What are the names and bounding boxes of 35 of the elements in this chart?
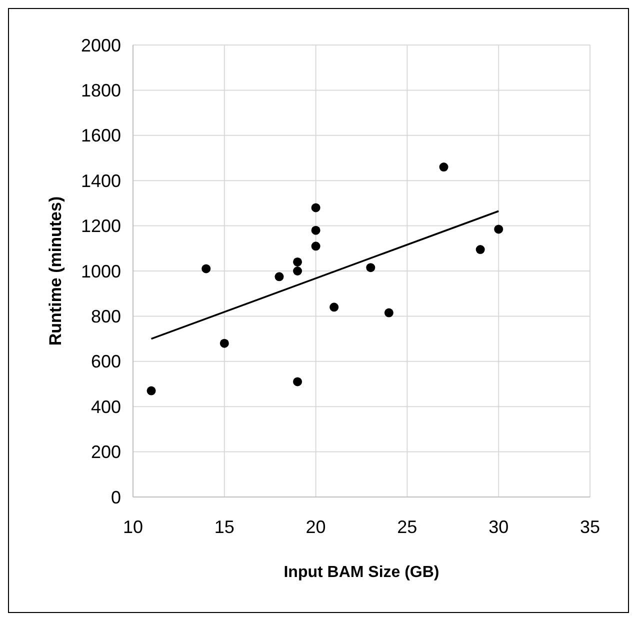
y-tick-label: 200	[90, 442, 121, 462]
x-tick-label: 10	[122, 517, 144, 537]
y-tick-label: 1000	[80, 261, 121, 282]
point	[384, 308, 394, 318]
y-tick-label: 1400	[80, 170, 121, 191]
point	[146, 386, 156, 396]
point	[494, 224, 504, 234]
point	[293, 377, 302, 386]
x-tick-label: 35	[580, 517, 600, 537]
y-tick-label: 1800	[80, 80, 121, 100]
point	[274, 272, 284, 282]
point	[366, 263, 376, 272]
x-tick-label: 25	[397, 517, 418, 537]
point	[476, 245, 485, 254]
point	[293, 257, 302, 266]
y-tick-label: 800	[90, 306, 121, 326]
y-tick-label: 0	[110, 487, 121, 508]
y-tick-label: 400	[90, 396, 121, 417]
point	[330, 302, 339, 312]
point	[439, 162, 448, 172]
y-tick-label: 1600	[80, 126, 121, 146]
x-tick-label: 15	[214, 517, 234, 537]
point	[311, 242, 320, 251]
point	[311, 226, 320, 235]
x-tick-label: 20	[306, 517, 326, 537]
point	[202, 264, 211, 274]
point	[293, 266, 302, 276]
x-axis-title: Input BAM Size (GB)	[284, 564, 440, 581]
y-axis-title: Runtime (minutes)	[46, 196, 65, 346]
point	[220, 338, 229, 348]
y-tick-label: 2000	[80, 35, 121, 56]
x-tick-label: 30	[488, 517, 509, 537]
y-tick-label: 1200	[80, 216, 121, 236]
y-tick-label: 600	[90, 352, 121, 372]
point	[311, 203, 320, 212]
